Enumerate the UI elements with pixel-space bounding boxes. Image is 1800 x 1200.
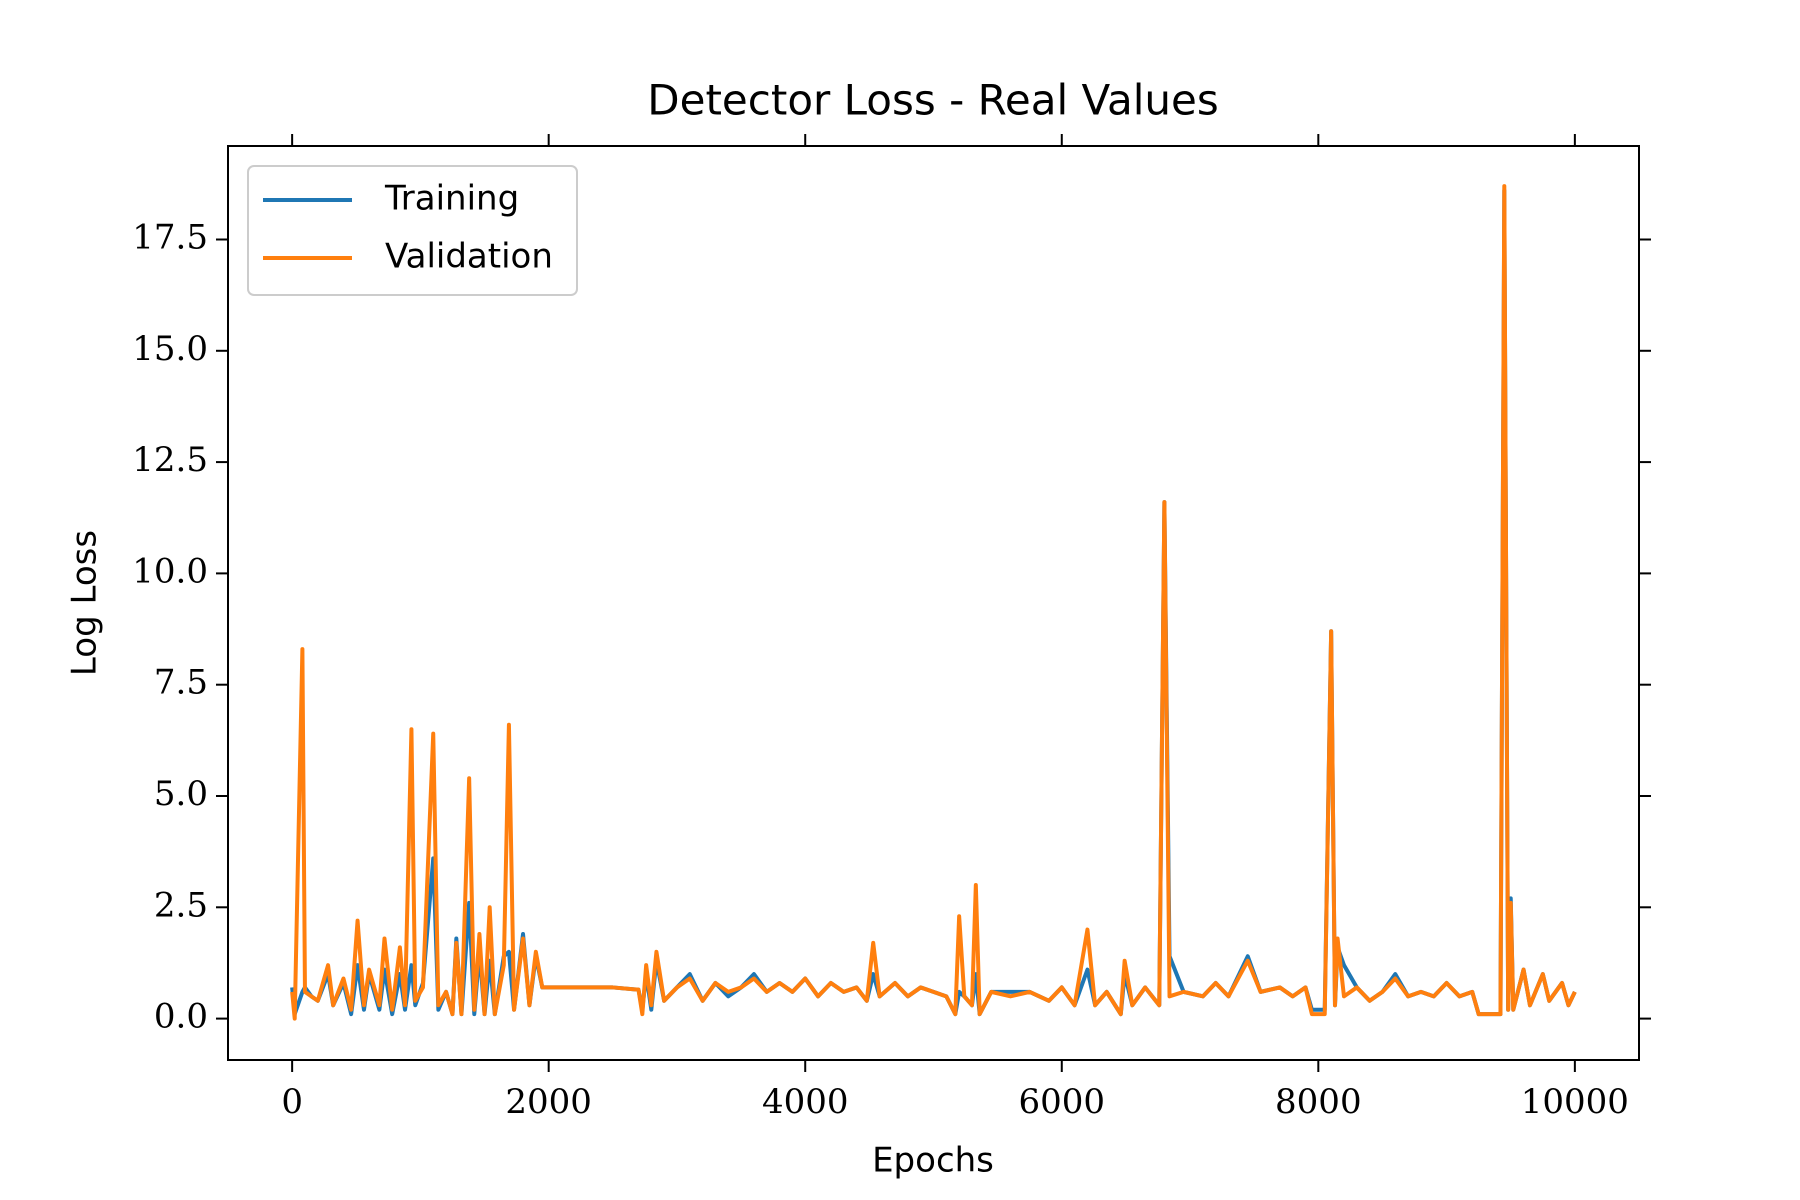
chart-title: Detector Loss - Real Values [647, 76, 1218, 125]
plot-frame [227, 145, 1640, 1061]
y-tick-label: 0.0 [154, 997, 208, 1037]
x-tick-label: 2000 [505, 1082, 592, 1122]
line-series [290, 184, 1577, 1021]
x-axis-label: Epochs [872, 1141, 994, 1181]
y-tick-label: 7.5 [154, 663, 208, 703]
legend: Training Validation [247, 165, 578, 296]
x-tick-label: 4000 [762, 1082, 849, 1122]
y-tick-label: 2.5 [154, 885, 208, 925]
y-tick-label: 15.0 [132, 329, 208, 369]
x-tick-label: 6000 [1019, 1082, 1106, 1122]
y-tick-label: 5.0 [154, 774, 208, 814]
x-tick-label: 0 [281, 1082, 303, 1122]
x-tick-label: 8000 [1275, 1082, 1362, 1122]
y-axis-label: Log Loss [65, 530, 105, 676]
y-tick-label: 12.5 [132, 440, 208, 480]
legend-label: Training [384, 179, 519, 219]
x-tick-label: 10000 [1521, 1082, 1629, 1122]
y-tick-label: 10.0 [132, 551, 208, 591]
legend-label: Validation [385, 237, 553, 277]
y-tick-label: 17.5 [132, 217, 208, 257]
